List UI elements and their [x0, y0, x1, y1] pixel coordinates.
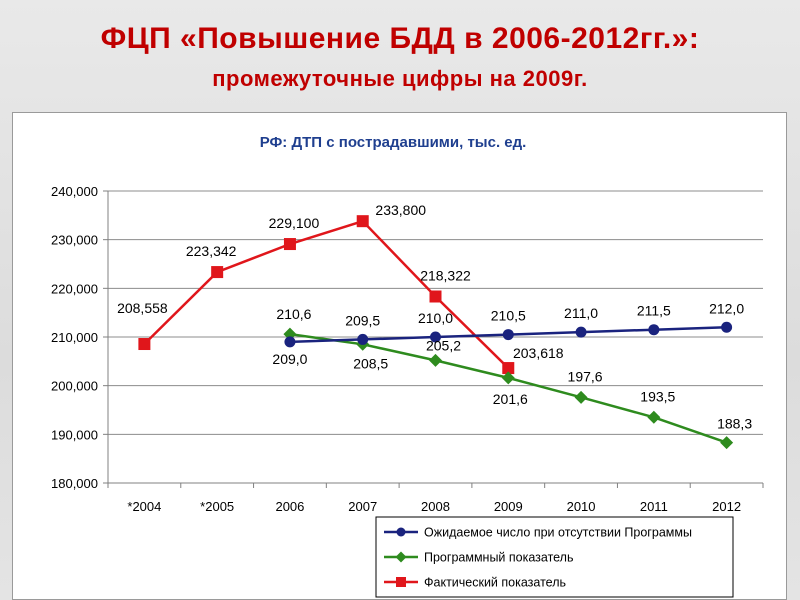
chart-title: РФ: ДТП с пострадавшими, тыс. ед. [260, 134, 527, 151]
data-label: 209,0 [272, 351, 307, 367]
data-point-circle [648, 324, 660, 336]
data-point-circle [502, 329, 514, 341]
slide-title: ФЦП «Повышение БДД в 2006-2012гг.»: [100, 22, 700, 55]
data-label: 210,5 [491, 308, 526, 324]
data-point-diamond [429, 353, 442, 367]
data-point-square [356, 215, 369, 228]
data-label: 209,5 [345, 312, 380, 328]
data-label: 211,5 [637, 303, 671, 319]
data-label: 197,6 [568, 368, 603, 384]
data-point-circle [575, 326, 587, 338]
x-tick-label: 2010 [567, 499, 596, 514]
y-tick-label: 190,000 [51, 427, 98, 442]
data-label: 208,5 [353, 355, 388, 371]
data-label: 210,6 [276, 306, 311, 322]
y-tick-label: 200,000 [51, 379, 98, 394]
data-label: 229,100 [269, 215, 320, 231]
data-point-square [283, 238, 296, 251]
data-point-diamond [647, 410, 661, 424]
data-point-square [211, 266, 224, 279]
legend-label: Программный показатель [424, 551, 574, 565]
data-labels: 208,558 223,342 229,100 233,800 218,322 203,6… [117, 202, 752, 431]
x-tick-label: 2006 [275, 499, 304, 514]
legend: Ожидаемое число при отсутствии Программы… [375, 516, 734, 598]
x-tick-label: 2011 [640, 499, 668, 514]
x-tick-label: 2007 [348, 499, 377, 514]
data-label: 193,5 [640, 388, 675, 404]
y-tick-label: 230,000 [51, 233, 98, 248]
data-point-diamond [720, 436, 734, 450]
axes: 180,000 190,000 200,000 210,000 220,000 230,0… [51, 184, 764, 514]
data-label: 205,2 [426, 337, 461, 353]
data-point-diamond [501, 371, 515, 385]
x-tick-label: *2005 [200, 499, 234, 514]
line-chart: РФ: ДТП с пострадавшими, тыс. ед. 180,00… [51, 134, 764, 598]
data-label: 211,0 [564, 305, 598, 321]
x-tick-label: *2004 [127, 499, 161, 514]
x-tick-label: 2012 [712, 499, 741, 514]
x-tick-label: 2009 [494, 499, 523, 514]
y-tick-label: 180,000 [51, 476, 98, 491]
data-point-square [138, 338, 151, 351]
y-tick-label: 240,000 [51, 184, 98, 199]
legend-marker-square [396, 577, 406, 587]
data-label: 223,342 [186, 243, 237, 259]
data-label: 203,618 [513, 345, 564, 361]
data-label: 218,322 [420, 267, 471, 283]
data-label: 208,558 [117, 300, 168, 316]
chart-panel: РФ: ДТП с пострадавшими, тыс. ед. 180,00… [12, 112, 787, 600]
data-label: 212,0 [709, 300, 744, 316]
data-point-circle [721, 321, 733, 333]
data-point-diamond [283, 327, 297, 341]
data-label: 233,800 [375, 202, 426, 218]
y-tick-label: 220,000 [51, 281, 98, 296]
gridlines [108, 190, 763, 484]
data-label: 188,3 [717, 416, 752, 432]
data-point-circle [430, 331, 441, 343]
series-line-square [143, 219, 510, 369]
legend-marker-circle [396, 527, 406, 537]
legend-box [375, 516, 734, 598]
y-tick-label: 210,000 [51, 330, 98, 345]
data-point-diamond [574, 390, 588, 404]
legend-label: Фактический показатель [424, 576, 566, 590]
data-point-circle [357, 333, 369, 345]
legend-label: Ожидаемое число при отсутствии Программы [424, 526, 692, 540]
legend-marker-diamond [395, 551, 407, 563]
data-label: 201,6 [493, 391, 528, 407]
data-label: 210,0 [418, 310, 453, 326]
data-point-circle [284, 336, 296, 348]
data-point-square [429, 290, 442, 303]
x-tick-label: 2008 [421, 499, 450, 514]
data-point-square [502, 362, 515, 375]
series-group [138, 215, 734, 450]
slide-subtitle: промежуточные цифры на 2009г. [212, 66, 588, 91]
